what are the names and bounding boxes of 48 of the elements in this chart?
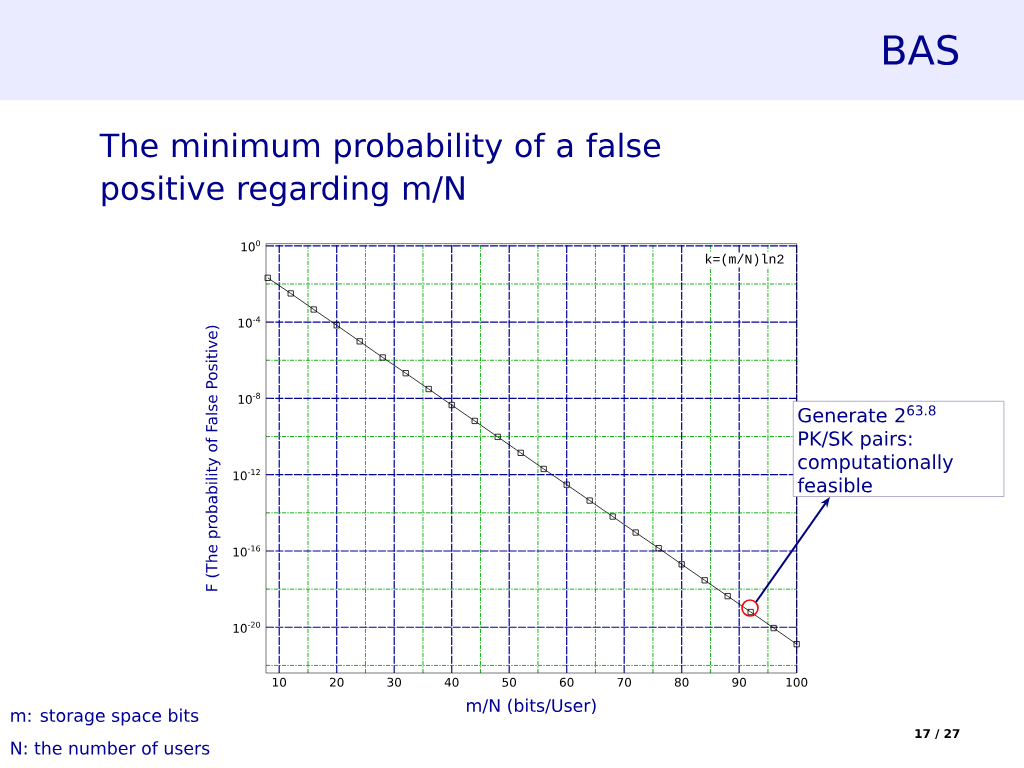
x-tick-label: 90 <box>732 677 747 687</box>
point <box>264 274 271 281</box>
point <box>586 497 593 504</box>
text: BAS <box>884 34 959 66</box>
point <box>609 513 616 520</box>
point <box>563 481 570 488</box>
point <box>724 593 731 600</box>
point <box>678 561 685 568</box>
x-tick-label: 80 <box>674 677 689 687</box>
point <box>287 290 294 297</box>
point <box>701 577 708 584</box>
chart-subtitle: The minimum probability of a false positive regarding m/N <box>99 132 661 207</box>
text: m: storage space bits <box>11 708 199 726</box>
point <box>517 449 524 456</box>
point <box>632 529 639 536</box>
point <box>540 465 547 473</box>
point <box>494 433 501 440</box>
x-tick-label: 30 <box>387 677 402 687</box>
y-tick-label: 10$^{0}$ <box>241 240 261 252</box>
point <box>402 370 409 377</box>
point <box>793 641 800 648</box>
x-tick-label: 10 <box>272 677 287 687</box>
y-tick-label: 10$^{-20}$ <box>233 621 261 633</box>
point <box>448 401 455 409</box>
point <box>471 417 478 424</box>
x-tick-label: 50 <box>502 677 517 687</box>
annotation: k=(m/N)ln2 <box>705 253 784 267</box>
point <box>333 322 340 329</box>
y-tick-label: 10$^{-12}$ <box>233 469 260 481</box>
x-tick-label: 70 <box>617 677 632 687</box>
point <box>356 338 363 345</box>
point <box>310 306 317 313</box>
x-tick-label: 60 <box>559 677 574 687</box>
text: N: the number of users <box>11 741 210 755</box>
point <box>425 385 432 393</box>
y-axis-title: F (The probability of False Positive) <box>205 325 221 591</box>
y-tick-label: 10$^{-8}$ <box>238 392 261 405</box>
x-tick-label: 100 <box>786 677 808 687</box>
point <box>379 354 386 361</box>
x-tick-label: 40 <box>444 677 459 687</box>
y-tick-label: 10$^{-4}$ <box>238 316 261 328</box>
text: 17 / 27 <box>915 728 960 739</box>
point <box>770 624 777 632</box>
x-tick-label: 20 <box>329 677 344 687</box>
text: Generate 2$^{63.8}$ PK/SK pairs: computationally feasible <box>797 405 954 493</box>
x-axis-title: m/N (bits/User) <box>467 698 596 715</box>
point <box>655 545 662 552</box>
y-tick-label: 10$^{-16}$ <box>233 545 261 557</box>
